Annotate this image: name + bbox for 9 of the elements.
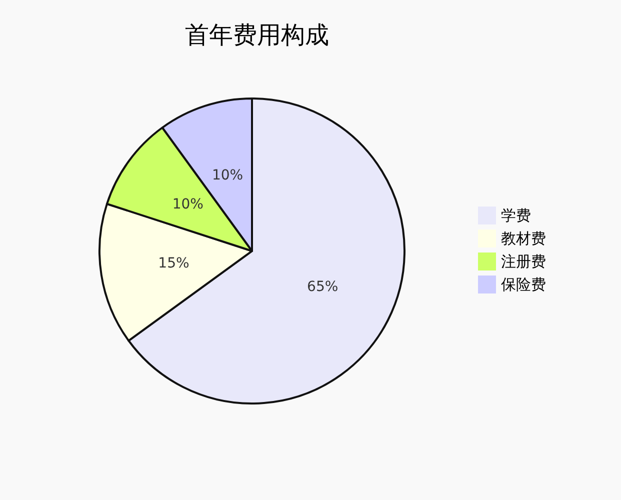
data-label: 10% — [172, 196, 204, 212]
data-label: 10% — [212, 168, 244, 184]
legend-label: 学费 — [501, 206, 531, 224]
data-label: 15% — [158, 255, 190, 272]
legend-label: 教材费 — [501, 230, 546, 248]
data-label: 65% — [307, 278, 338, 295]
legend-label: 保险费 — [501, 276, 546, 294]
chart-title: 首年费用构成 — [185, 21, 329, 49]
legend-label: 注册费 — [501, 252, 546, 270]
